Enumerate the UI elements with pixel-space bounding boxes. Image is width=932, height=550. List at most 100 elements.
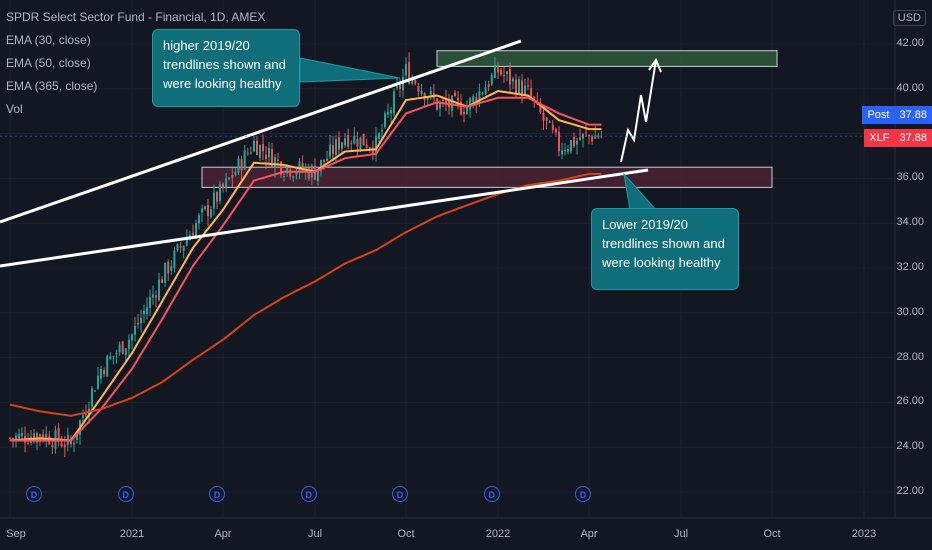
candle-body — [530, 88, 533, 98]
candle-body — [411, 78, 414, 84]
lower-trendline-callout[interactable]: Lower 2019/20 trendlines shown and were … — [591, 208, 739, 290]
dividend-marker[interactable]: D — [392, 486, 408, 502]
candle-body — [317, 170, 319, 182]
dividend-marker[interactable]: D — [300, 486, 317, 502]
ema30-legend[interactable]: EMA (30, close) — [6, 33, 91, 47]
candle-body — [582, 133, 584, 139]
candle-body — [323, 159, 325, 163]
ema50-legend[interactable]: EMA (50, close) — [6, 56, 91, 70]
currency-label[interactable]: USD — [892, 10, 926, 26]
candle-body — [518, 79, 520, 94]
candle-body — [131, 334, 133, 341]
candle-body — [185, 238, 188, 246]
candle-body — [118, 344, 121, 353]
candle-body — [445, 98, 447, 104]
candle-body — [490, 74, 493, 85]
candle-body — [527, 85, 529, 87]
candle-body — [426, 97, 429, 100]
candle-body — [228, 177, 231, 180]
candle-body — [222, 183, 224, 189]
candle-body — [493, 64, 496, 78]
candle-body — [134, 326, 136, 335]
candle-body — [182, 245, 185, 251]
candle-body — [21, 432, 23, 437]
candle-body — [475, 97, 478, 104]
candle-body — [417, 86, 420, 92]
candle-body — [481, 92, 484, 94]
dividend-marker[interactable]: D — [26, 486, 42, 502]
candle-body — [554, 128, 557, 133]
candle-body — [225, 178, 228, 187]
candle-body — [307, 168, 310, 179]
xlf-tag-name: XLF — [869, 132, 890, 144]
candle-body — [463, 112, 465, 115]
candle-body — [259, 145, 261, 158]
candle-body — [100, 368, 102, 379]
candle-body — [18, 433, 20, 439]
dividend-marker[interactable]: D — [483, 486, 500, 502]
candle-body — [158, 279, 160, 300]
candle-body — [39, 434, 41, 437]
time-tick-label: Jul — [673, 528, 689, 540]
ema365-legend[interactable]: EMA (365, close) — [6, 79, 98, 93]
candle-body — [429, 90, 432, 95]
candle-body — [161, 279, 163, 284]
candle-body — [146, 307, 148, 314]
price-tick-label: 40.00 — [896, 81, 924, 94]
upper-trendline-callout[interactable]: higher 2019/20 trendlines shown and were… — [152, 29, 300, 107]
candle-body — [454, 92, 456, 97]
candle-body — [579, 137, 581, 140]
candle-body — [378, 133, 380, 140]
candle-body — [115, 352, 118, 355]
candle-body — [414, 79, 417, 84]
lower-trendline — [0, 168, 649, 268]
candle-body — [249, 152, 252, 154]
candle-body — [292, 176, 295, 178]
candle-body — [594, 135, 597, 139]
candle-body — [112, 355, 115, 357]
price-tick-label: 34.00 — [896, 216, 924, 229]
candle-body — [268, 147, 270, 158]
candle-body — [45, 433, 48, 441]
candle-body — [509, 68, 511, 85]
candle-body — [353, 135, 356, 144]
dividend-marker[interactable]: D — [209, 486, 225, 502]
candle-body — [551, 124, 554, 131]
candle-body — [237, 158, 240, 173]
price-tick-label: 22.00 — [896, 485, 924, 497]
candle-body — [600, 136, 603, 138]
candle-body — [533, 97, 536, 100]
post-tag-name: Post — [867, 109, 890, 121]
candle-body — [368, 147, 371, 149]
price-tick-label: 32.00 — [896, 261, 924, 273]
chart-title[interactable]: SPDR Select Sector Fund - Financial, 1D,… — [6, 10, 266, 24]
candle-body — [301, 163, 304, 171]
candle-body — [164, 262, 167, 283]
candle-body — [350, 142, 353, 144]
volume-legend[interactable]: Vol — [6, 102, 23, 116]
candle-body — [256, 140, 258, 156]
price-tick-label: 42.00 — [896, 37, 924, 49]
time-tick-label: Apr — [580, 528, 598, 540]
candle-body — [314, 165, 316, 180]
candle-body — [152, 294, 154, 298]
candle-body — [365, 144, 368, 148]
candle-body — [204, 206, 206, 210]
candle-body — [396, 86, 398, 89]
candle-body — [9, 437, 11, 439]
candle-body — [390, 110, 392, 114]
candle-body — [57, 427, 60, 442]
candle-body — [469, 98, 472, 110]
time-tick-label: Oct — [763, 528, 781, 540]
dividend-marker[interactable]: D — [575, 486, 591, 502]
candle-body — [573, 137, 575, 147]
post-price-tag: Post 37.88 — [862, 106, 932, 124]
dividend-marker[interactable]: D — [117, 486, 134, 502]
candle-body — [439, 101, 441, 109]
candle-body — [451, 95, 453, 111]
candle-body — [198, 215, 200, 224]
candle-body — [405, 64, 407, 76]
candle-body — [356, 139, 359, 147]
